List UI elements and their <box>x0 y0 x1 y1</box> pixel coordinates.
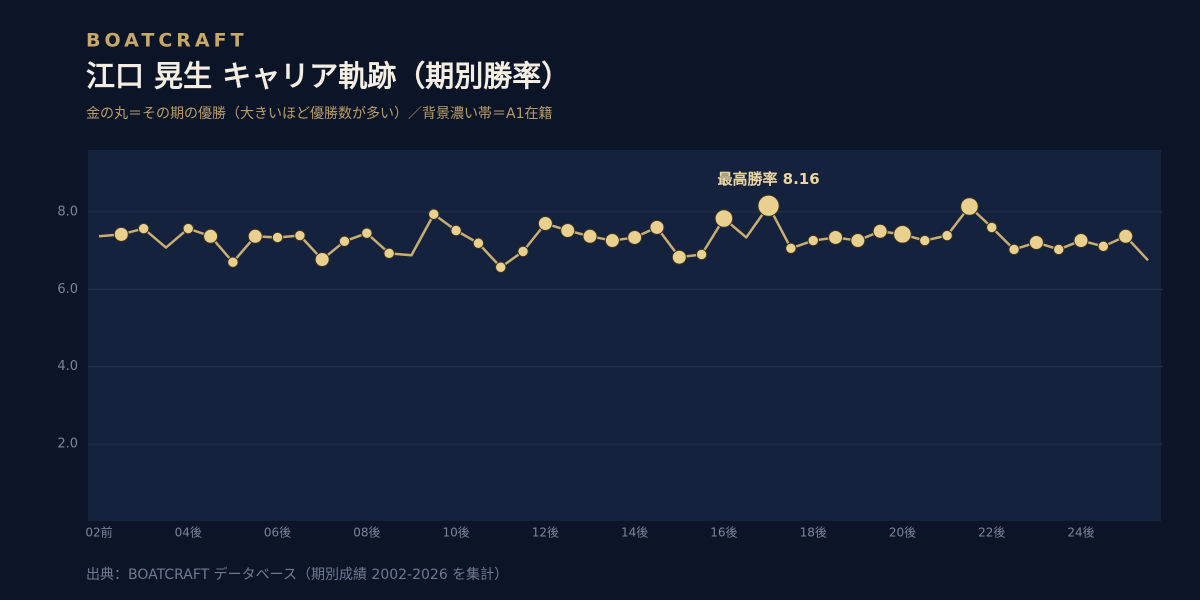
x-tick-label: 14後 <box>621 526 648 540</box>
win-marker <box>649 219 665 235</box>
plot-area <box>88 150 1161 521</box>
win-marker <box>714 209 734 228</box>
x-tick-label: 10後 <box>442 526 469 540</box>
win-marker <box>203 228 219 244</box>
win-marker <box>1028 234 1044 250</box>
y-tick-label: 6.0 <box>57 282 78 297</box>
chart-subtitle: 金の丸＝その期の優勝（大きいほど優勝数が多い）／背景濃い帯＝A1在籍 <box>86 105 552 122</box>
win-marker <box>537 216 553 232</box>
win-marker <box>872 223 888 239</box>
win-marker <box>941 229 953 242</box>
win-marker <box>807 234 819 247</box>
x-tick-label: 08後 <box>353 526 380 540</box>
y-tick-label: 2.0 <box>57 437 78 452</box>
win-marker <box>314 252 330 268</box>
win-marker <box>757 194 780 217</box>
win-marker <box>960 197 979 216</box>
y-tick-label: 8.0 <box>57 204 78 219</box>
win-marker <box>1118 228 1134 244</box>
win-marker <box>113 226 129 242</box>
win-marker <box>227 256 239 268</box>
x-tick-label: 16後 <box>710 526 737 540</box>
win-marker <box>850 233 866 249</box>
x-tick-label: 18後 <box>800 526 827 540</box>
win-marker <box>1053 243 1065 256</box>
win-marker <box>517 245 529 258</box>
win-marker <box>428 208 440 220</box>
y-tick-label: 4.0 <box>57 359 78 374</box>
win-marker <box>338 235 351 248</box>
win-marker <box>1008 243 1020 256</box>
win-marker <box>472 237 485 249</box>
x-tick-label: 06後 <box>264 526 291 540</box>
win-marker <box>627 229 643 245</box>
win-marker <box>671 249 687 265</box>
max-annotation: 最高勝率 8.16 <box>717 170 819 188</box>
brand: BOATCRAFT <box>86 30 248 52</box>
win-marker <box>383 247 395 260</box>
source-note: 出典：BOATCRAFT データベース（期別成績 2002-2026 を集計） <box>86 566 508 583</box>
win-marker <box>247 228 263 244</box>
win-marker <box>828 229 844 245</box>
win-marker <box>785 242 797 254</box>
x-tick-label: 02前 <box>85 525 112 540</box>
win-marker <box>182 222 194 235</box>
win-marker <box>137 222 150 235</box>
win-marker <box>1097 240 1110 253</box>
win-marker <box>560 222 576 238</box>
win-marker <box>893 225 912 244</box>
win-marker <box>919 234 931 247</box>
x-tick-label: 12後 <box>532 526 559 540</box>
win-marker <box>604 233 620 249</box>
win-marker <box>695 248 708 261</box>
x-tick-label: 04後 <box>175 526 202 540</box>
win-marker <box>450 224 462 237</box>
win-marker <box>271 231 284 244</box>
win-marker <box>495 261 507 273</box>
chart-title: 江口 晃生 キャリア軌跡（期別勝率） <box>86 59 570 93</box>
x-tick-label: 22後 <box>978 526 1005 540</box>
win-marker <box>582 228 598 244</box>
win-marker <box>294 229 306 242</box>
win-marker <box>361 227 373 239</box>
win-marker <box>1073 233 1089 249</box>
x-tick-label: 20後 <box>889 526 916 540</box>
x-tick-label: 24後 <box>1067 526 1094 540</box>
win-marker <box>986 221 998 234</box>
